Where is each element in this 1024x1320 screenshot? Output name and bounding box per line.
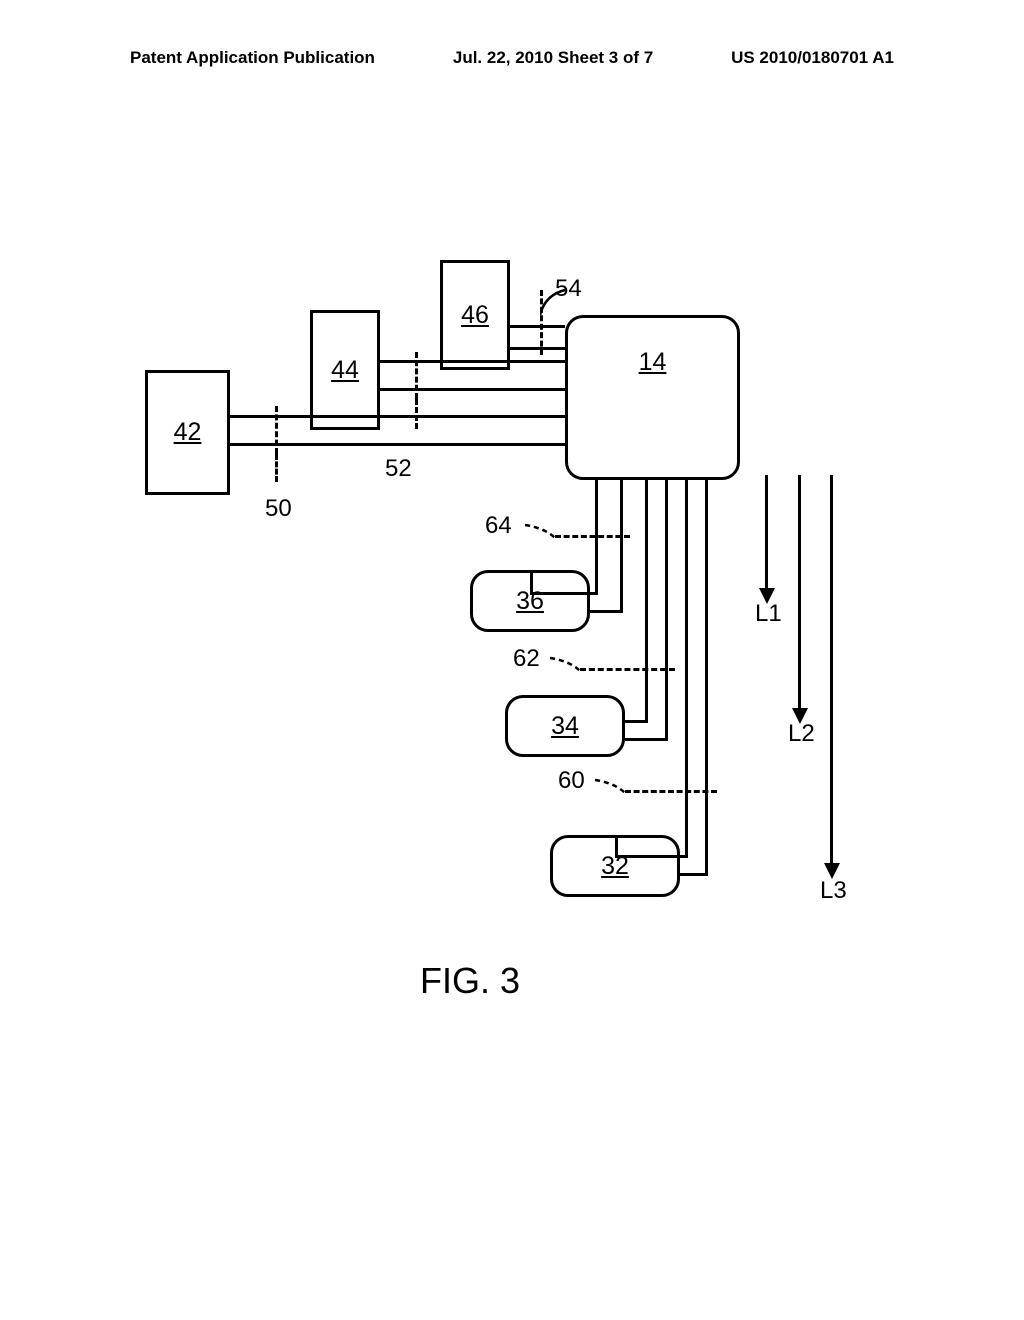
line-14-36-a-h	[530, 592, 598, 595]
line-14-32-b	[705, 480, 708, 873]
ref-64: 64	[485, 512, 512, 540]
dash-62	[580, 668, 675, 671]
dash-52	[415, 352, 418, 399]
dash-60	[625, 790, 717, 793]
line-42-14-bottom	[230, 443, 565, 446]
box-34: 34	[505, 695, 625, 757]
dash-50	[275, 406, 278, 454]
line-14-32-a-v2	[615, 835, 618, 858]
box-44: 44	[310, 310, 380, 430]
line-44-14-top	[380, 360, 565, 363]
line-14-36-b-h	[590, 610, 623, 613]
line-14-34-a	[645, 480, 648, 720]
header-right: US 2010/0180701 A1	[731, 48, 894, 68]
box-44-label: 44	[331, 356, 359, 385]
box-46: 46	[440, 260, 510, 370]
curve-64	[525, 520, 560, 545]
curve-54	[540, 285, 575, 320]
line-14-34-b-h	[625, 738, 668, 741]
line-44-14-bottom	[380, 388, 565, 391]
figure-caption: FIG. 3	[420, 960, 520, 1002]
line-46-14-top	[510, 325, 565, 328]
line-46-14-bottom	[510, 347, 565, 350]
dash-52-curve	[415, 399, 418, 429]
line-14-32-a-h	[615, 855, 688, 858]
header-left: Patent Application Publication	[130, 48, 375, 68]
line-14-34-a-h	[625, 720, 648, 723]
curve-62	[550, 653, 585, 678]
label-L2: L2	[788, 720, 815, 748]
line-14-32-a	[685, 480, 688, 855]
ref-60: 60	[558, 767, 585, 795]
line-14-34-b	[665, 480, 668, 738]
line-14-36-a-v2	[530, 570, 533, 595]
box-14: 14	[565, 315, 740, 480]
dash-50-below	[275, 454, 278, 482]
label-L3: L3	[820, 877, 847, 905]
header-center: Jul. 22, 2010 Sheet 3 of 7	[453, 48, 653, 68]
ref-52: 52	[385, 455, 412, 483]
line-14-36-b	[620, 480, 623, 610]
box-14-label: 14	[639, 348, 667, 377]
dash-64	[555, 535, 630, 538]
line-42-14-top	[230, 415, 565, 418]
diagram-container: 42 44 46 14 36 34 32 50 52 54	[145, 260, 885, 940]
label-L1: L1	[755, 600, 782, 628]
ref-50: 50	[265, 495, 292, 523]
box-42-label: 42	[174, 418, 202, 447]
curve-60	[595, 775, 630, 800]
ref-62: 62	[513, 645, 540, 673]
box-46-label: 46	[461, 301, 489, 330]
box-34-label: 34	[551, 712, 579, 741]
box-42: 42	[145, 370, 230, 495]
line-14-32-b-h	[680, 873, 708, 876]
